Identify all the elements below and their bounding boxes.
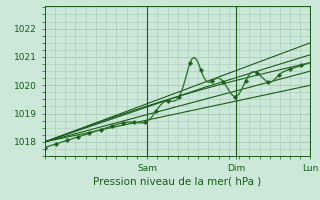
X-axis label: Pression niveau de la mer( hPa ): Pression niveau de la mer( hPa )	[93, 177, 262, 187]
